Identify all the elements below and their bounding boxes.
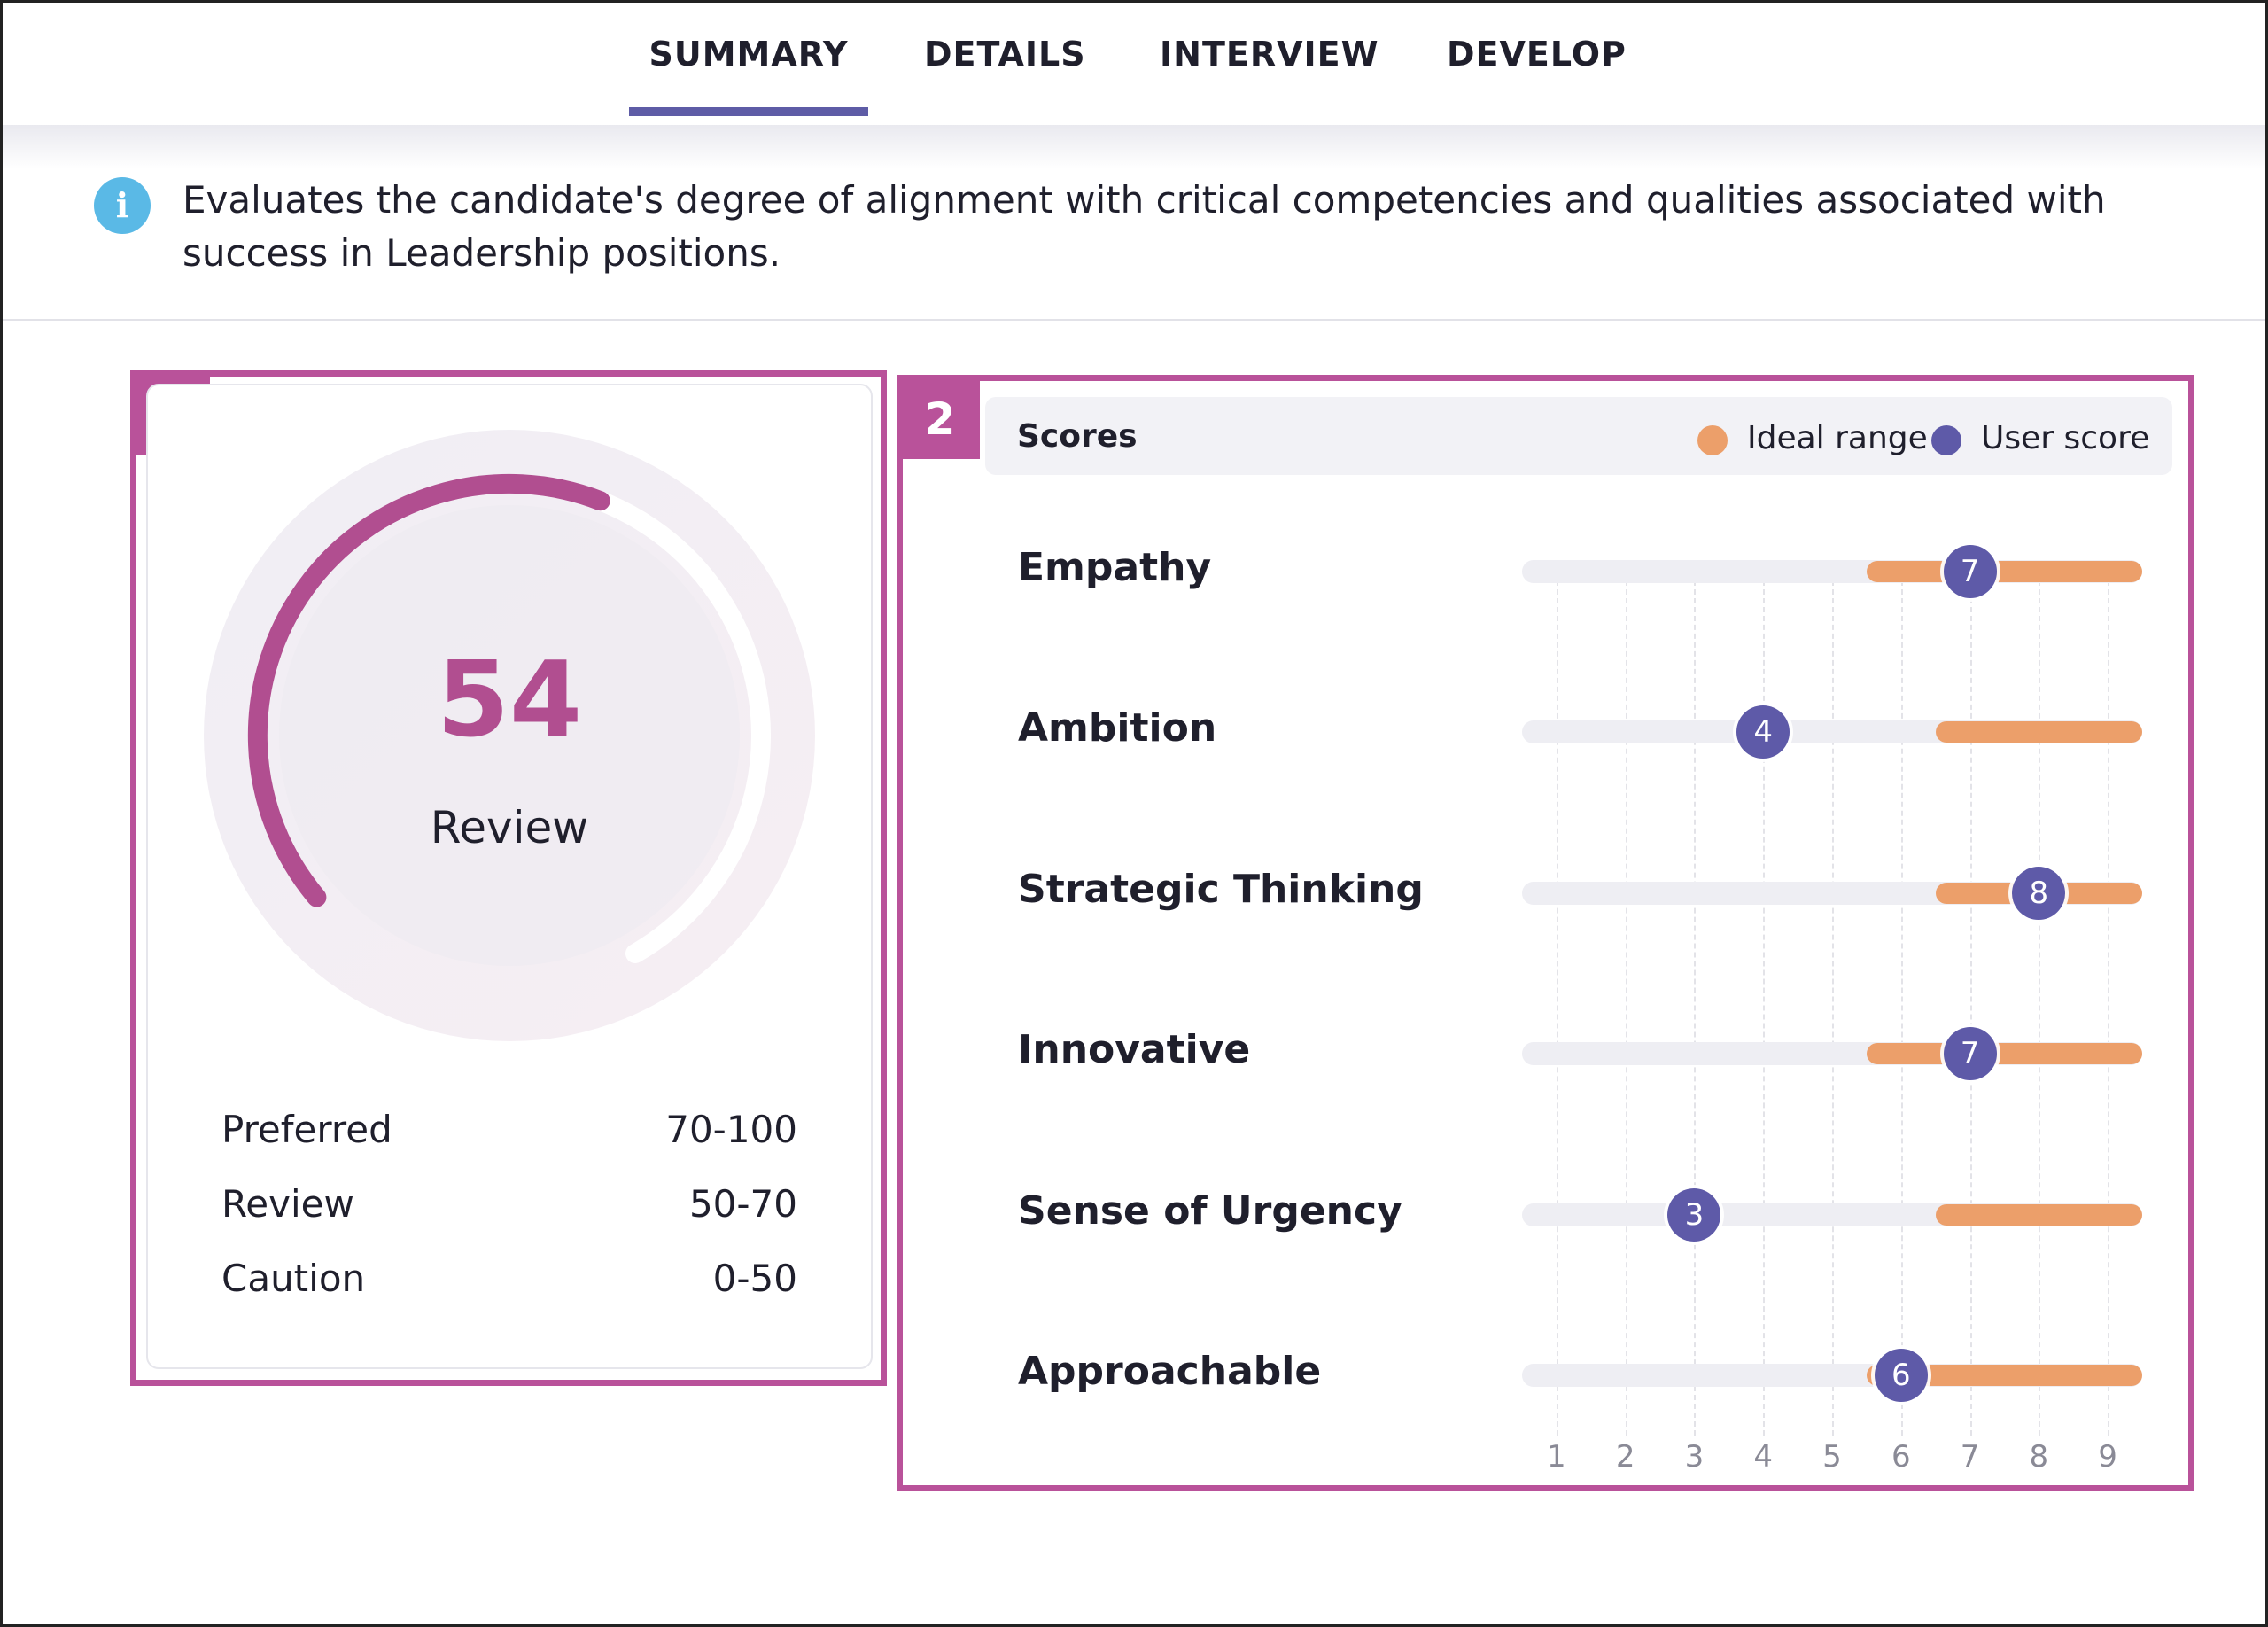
gauge-progress-arc [247, 473, 610, 907]
axis-tick-label: 9 [2098, 1439, 2117, 1475]
user-score-marker: 7 [1943, 1027, 1997, 1081]
annotation-box-2 [897, 375, 2194, 1491]
overall-score: 54 [436, 638, 583, 760]
ideal-range-bar [1935, 721, 2142, 743]
user-score-marker: 6 [1874, 1349, 1928, 1402]
competency-label-innovative: Innovative [1018, 1027, 1251, 1073]
score-gauge [204, 430, 815, 1041]
annotation-number-2: 2 [900, 379, 980, 459]
ideal-range-bar [1935, 1203, 2142, 1226]
tab-summary[interactable]: SUMMARY [629, 3, 868, 116]
range-row-review: Review 50-70 [221, 1182, 797, 1235]
tab-interview[interactable]: INTERVIEW [1160, 35, 1379, 74]
user-score-marker: 4 [1736, 705, 1790, 759]
ideal-range-bar [1866, 561, 2142, 582]
info-description: Evaluates the candidate's degree of alig… [183, 178, 2106, 275]
tab-details[interactable]: DETAILS [924, 35, 1086, 74]
competency-label-approachable: Approachable [1018, 1349, 1322, 1394]
axis-tick-label: 3 [1684, 1439, 1705, 1475]
axis-tick-label: 5 [1822, 1439, 1842, 1475]
ideal-range-legend-label: Ideal range [1747, 420, 1928, 456]
range-row-preferred: Preferred 70-100 [221, 1108, 797, 1161]
annotation-box-1 [130, 370, 887, 1386]
tab-bar: SUMMARY DETAILS INTERVIEW DEVELOP [3, 3, 2265, 125]
axis-tick-label: 1 [1547, 1439, 1566, 1475]
axis-tick-label: 2 [1615, 1439, 1635, 1475]
scores-title: Scores [1017, 418, 1138, 455]
grid-line [1832, 563, 1834, 1436]
range-name: Preferred [221, 1108, 392, 1151]
range-name: Review [221, 1182, 354, 1226]
range-value: 50-70 [688, 1182, 797, 1226]
competency-label-ambition: Ambition [1018, 705, 1217, 751]
competency-label-sense-of-urgency: Sense of Urgency [1018, 1187, 1402, 1234]
divider [3, 319, 2265, 321]
user-score-marker: 7 [1943, 545, 1997, 598]
grid-line [2108, 563, 2110, 1436]
grid-line [1900, 563, 1903, 1436]
grid-line [1625, 563, 1627, 1436]
competency-label-empathy: Empathy [1018, 545, 1212, 590]
axis-tick-label: 6 [1891, 1439, 1911, 1475]
tab-develop[interactable]: DEVELOP [1447, 35, 1627, 74]
gauge-inner [279, 505, 740, 966]
user-score-marker: 3 [1667, 1187, 1721, 1242]
range-name: Caution [221, 1257, 366, 1300]
ideal-range-bar [1866, 1043, 2142, 1065]
tab-bar-shadow [3, 125, 2265, 169]
score-status: Review [430, 802, 589, 853]
axis-tick-label: 8 [2029, 1439, 2049, 1475]
grid-line [1556, 563, 1558, 1436]
grid-line [1763, 563, 1766, 1436]
user-score-marker: 8 [2012, 866, 2066, 920]
range-row-caution: Caution 0-50 [221, 1257, 797, 1310]
axis-tick-label: 7 [1960, 1439, 1980, 1475]
grid-line [1969, 563, 1972, 1436]
grid-line [1694, 563, 1697, 1436]
scores-header: Scores Ideal range User score [985, 397, 2172, 475]
ideal-range-legend-dot [1697, 425, 1728, 455]
grid-line [2039, 563, 2041, 1436]
axis-tick-label: 4 [1753, 1439, 1774, 1475]
range-value: 0-50 [712, 1257, 797, 1300]
info-icon: i [94, 177, 151, 234]
user-score-legend-label: User score [1981, 420, 2150, 456]
user-score-legend-dot [1931, 425, 1961, 455]
range-value: 70-100 [665, 1108, 797, 1151]
competency-label-strategic-thinking: Strategic Thinking [1018, 866, 1424, 912]
